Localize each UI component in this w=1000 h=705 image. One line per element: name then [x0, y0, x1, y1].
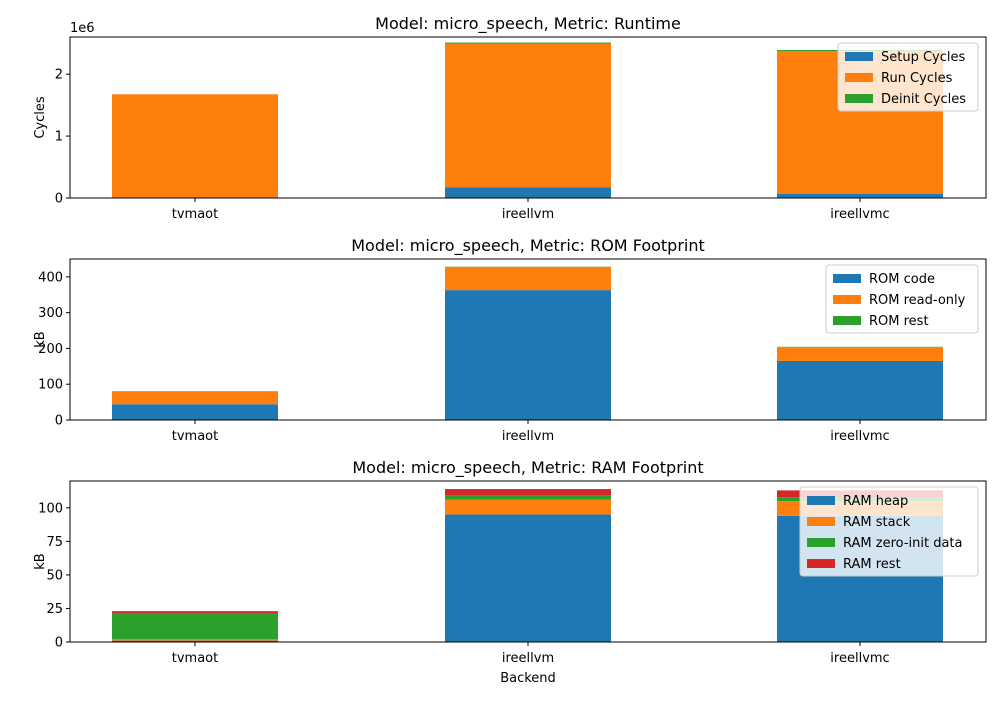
x-tick-label-tvmaot: tvmaot: [172, 651, 218, 666]
legend-swatch-ram-heap: [807, 496, 835, 505]
y-tick-label: 75: [46, 535, 63, 550]
legend-label-rom-read-only: ROM read-only: [869, 293, 966, 308]
legend-label-setup-cycles: Setup Cycles: [881, 50, 965, 65]
bar-ireellvm-setup-cycles: [445, 187, 611, 198]
bar-ireellvm-ram-zero-init-data: [445, 496, 611, 500]
legend-label-ram-heap: RAM heap: [843, 494, 908, 509]
y-tick-label: 1: [55, 130, 63, 145]
bar-ireellvmc-rom-code: [777, 361, 943, 420]
bar-tvmaot-ram-zero-init-data: [112, 614, 278, 639]
x-tick-label-tvmaot: tvmaot: [172, 207, 218, 222]
bar-ireellvm-rom-read-only: [445, 267, 611, 290]
bar-tvmaot-ram-rest: [112, 611, 278, 614]
x-tick-label-ireellvmc: ireellvmc: [830, 429, 889, 444]
y-tick-label: 0: [55, 414, 63, 429]
legend-swatch-ram-zero-init-data: [807, 538, 835, 547]
legend-label-rom-rest: ROM rest: [869, 314, 929, 329]
y-tick-label: 2: [55, 68, 63, 83]
legend-swatch-setup-cycles: [845, 52, 873, 61]
bar-tvmaot-run-cycles: [112, 94, 278, 197]
legend-label-ram-zero-init-data: RAM zero-init data: [843, 536, 963, 551]
y-tick-label: 0: [55, 192, 63, 207]
legend-swatch-run-cycles: [845, 73, 873, 82]
legend-label-run-cycles: Run Cycles: [881, 71, 953, 86]
y-offset-text: 1e6: [70, 21, 95, 36]
chart-title: Model: micro_speech, Metric: Runtime: [375, 14, 681, 34]
legend-swatch-rom-code: [833, 274, 861, 283]
legend: Setup Cycles Run Cycles Deinit Cycles: [838, 43, 978, 111]
legend: RAM heap RAM stack RAM zero-init data RAM r…: [800, 487, 978, 576]
y-axis-label: kB: [33, 553, 48, 569]
bar-tvmaot-rom-code: [112, 404, 278, 420]
y-tick-label: 50: [46, 568, 63, 583]
legend: ROM code ROM read-only ROM rest: [826, 265, 978, 333]
legend-swatch-rom-read-only: [833, 295, 861, 304]
legend-swatch-ram-rest: [807, 559, 835, 568]
y-tick-label: 0: [55, 636, 63, 651]
x-tick-label-ireellvmc: ireellvmc: [830, 651, 889, 666]
legend-label-ram-stack: RAM stack: [843, 515, 911, 530]
chart-title: Model: micro_speech, Metric: RAM Footpri…: [352, 458, 703, 478]
y-tick-label: 100: [38, 378, 63, 393]
bar-ireellvmc-setup-cycles: [777, 194, 943, 198]
bar-ireellvm-rom-code: [445, 290, 611, 420]
x-tick-label-ireellvmc: ireellvmc: [830, 207, 889, 222]
x-tick-label-ireellvm: ireellvm: [502, 429, 554, 444]
y-tick-label: 300: [38, 306, 63, 321]
bar-tvmaot-rom-read-only: [112, 391, 278, 404]
y-axis-label: Cycles: [33, 96, 48, 139]
legend-label-ram-rest: RAM rest: [843, 557, 901, 572]
legend-swatch-ram-stack: [807, 517, 835, 526]
bar-ireellvm-ram-rest: [445, 489, 611, 496]
bar-ireellvmc-rom-read-only: [777, 347, 943, 361]
y-tick-label: 25: [46, 602, 63, 617]
y-tick-label: 100: [38, 501, 63, 516]
legend-swatch-rom-rest: [833, 316, 861, 325]
bar-ireellvm-ram-heap: [445, 515, 611, 642]
legend-label-deinit-cycles: Deinit Cycles: [881, 92, 966, 107]
bar-ireellvm-ram-stack: [445, 500, 611, 515]
chart-title: Model: micro_speech, Metric: ROM Footpri…: [351, 236, 705, 256]
legend-swatch-deinit-cycles: [845, 94, 873, 103]
x-tick-label-tvmaot: tvmaot: [172, 429, 218, 444]
bar-ireellvm-run-cycles: [445, 44, 611, 188]
bar-tvmaot-ram-stack: [112, 639, 278, 640]
legend-label-rom-code: ROM code: [869, 272, 935, 287]
x-tick-label-ireellvm: ireellvm: [502, 207, 554, 222]
bar-ireellvm-deinit-cycles: [445, 43, 611, 44]
x-tick-label-ireellvm: ireellvm: [502, 651, 554, 666]
x-axis-label: Backend: [500, 671, 556, 686]
y-axis-label: kB: [33, 331, 48, 347]
y-tick-label: 400: [38, 270, 63, 285]
